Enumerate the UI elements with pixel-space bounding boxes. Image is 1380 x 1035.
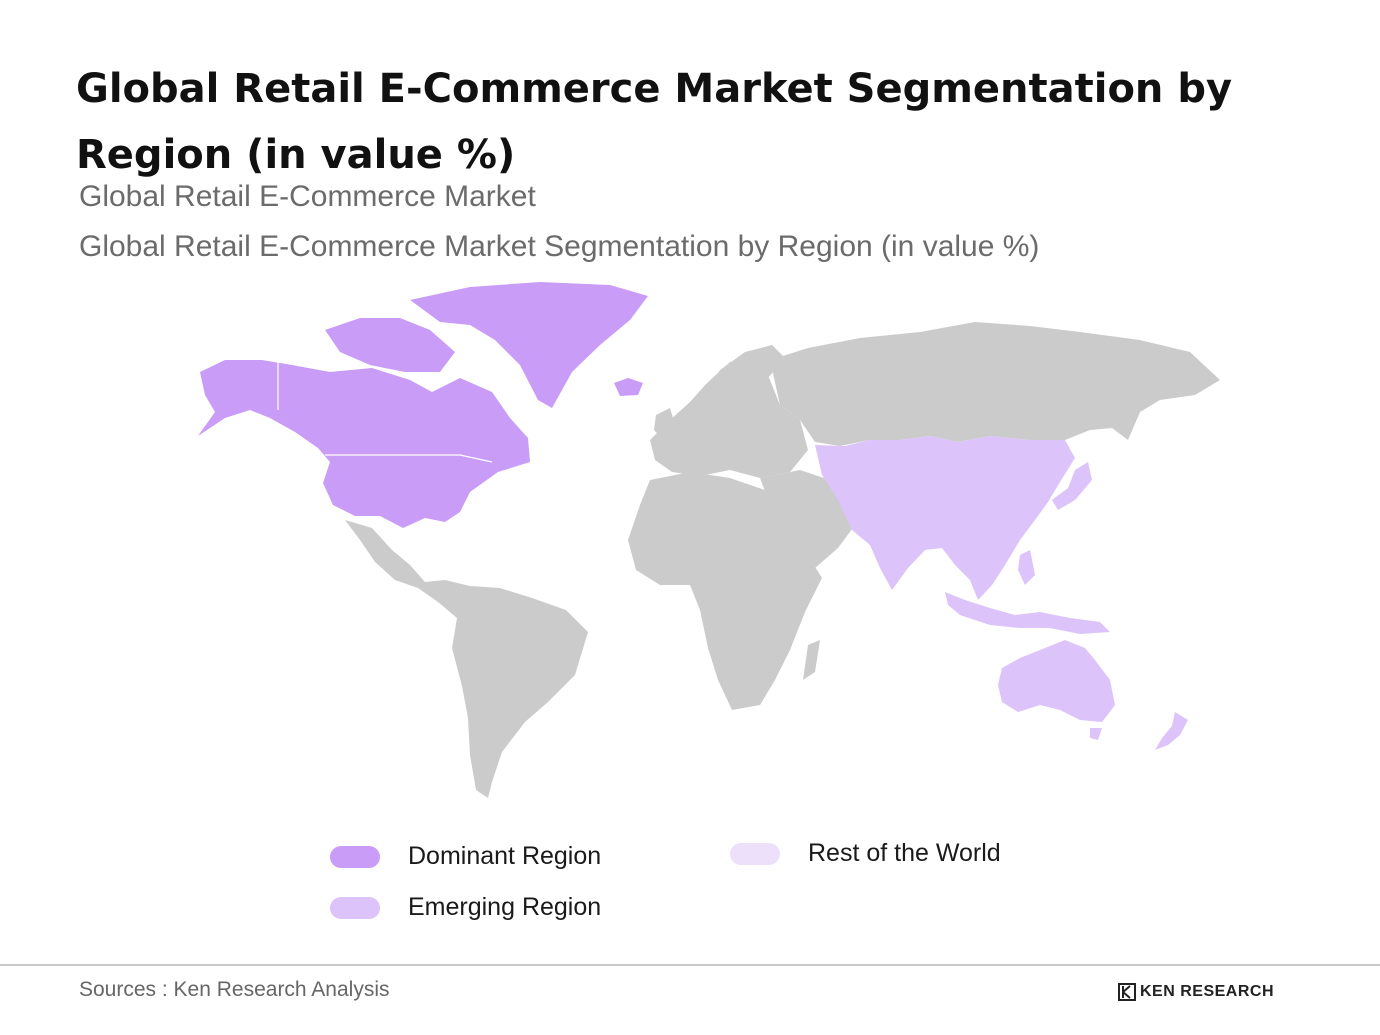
brand-logo: KEN RESEARCH xyxy=(1118,983,1274,1001)
region-latin-america xyxy=(345,520,588,798)
region-scandinavia xyxy=(705,345,785,410)
region-africa xyxy=(628,472,822,710)
ken-logo-icon xyxy=(1118,983,1136,1001)
legend-swatch-emerging xyxy=(330,896,380,919)
region-philippines xyxy=(1018,550,1035,585)
region-middle-east xyxy=(760,470,855,568)
subtitle-segmentation: Global Retail E-Commerce Market Segmenta… xyxy=(79,230,1040,263)
region-asia xyxy=(815,436,1075,600)
region-russia xyxy=(770,322,1220,446)
legend-item-emerging: Emerging Region xyxy=(330,893,601,922)
region-iceland xyxy=(614,378,643,396)
brand-name: KEN RESEARCH xyxy=(1140,983,1275,1000)
footer-divider xyxy=(0,964,1380,966)
legend-item-dominant: Dominant Region xyxy=(330,842,601,871)
legend-label-emerging: Emerging Region xyxy=(408,893,602,921)
sources-note: Sources : Ken Research Analysis xyxy=(79,978,390,1001)
region-tasmania xyxy=(1090,728,1102,740)
region-new-zealand xyxy=(1155,712,1188,750)
region-uk xyxy=(654,408,676,440)
legend-item-rest-of-world: Rest of the World xyxy=(730,839,1001,868)
region-se-asia-islands xyxy=(945,592,1110,634)
legend-swatch-dominant xyxy=(330,845,380,868)
legend-label-rest-of-world: Rest of the World xyxy=(808,839,1001,867)
region-greenland xyxy=(410,282,648,408)
legend-label-dominant: Dominant Region xyxy=(408,842,602,870)
world-map xyxy=(198,282,1220,798)
chart-title: Global Retail E-Commerce Market Segmenta… xyxy=(76,66,1233,178)
legend-swatch-rest-of-world xyxy=(730,842,780,865)
region-north-america xyxy=(198,360,530,528)
border-us-canada xyxy=(325,454,493,463)
region-arctic-islands xyxy=(325,318,455,372)
region-madagascar xyxy=(803,640,820,680)
region-europe xyxy=(650,356,808,478)
region-japan xyxy=(1052,462,1092,510)
region-australia xyxy=(998,640,1115,722)
subtitle-market: Global Retail E-Commerce Market xyxy=(79,180,536,213)
